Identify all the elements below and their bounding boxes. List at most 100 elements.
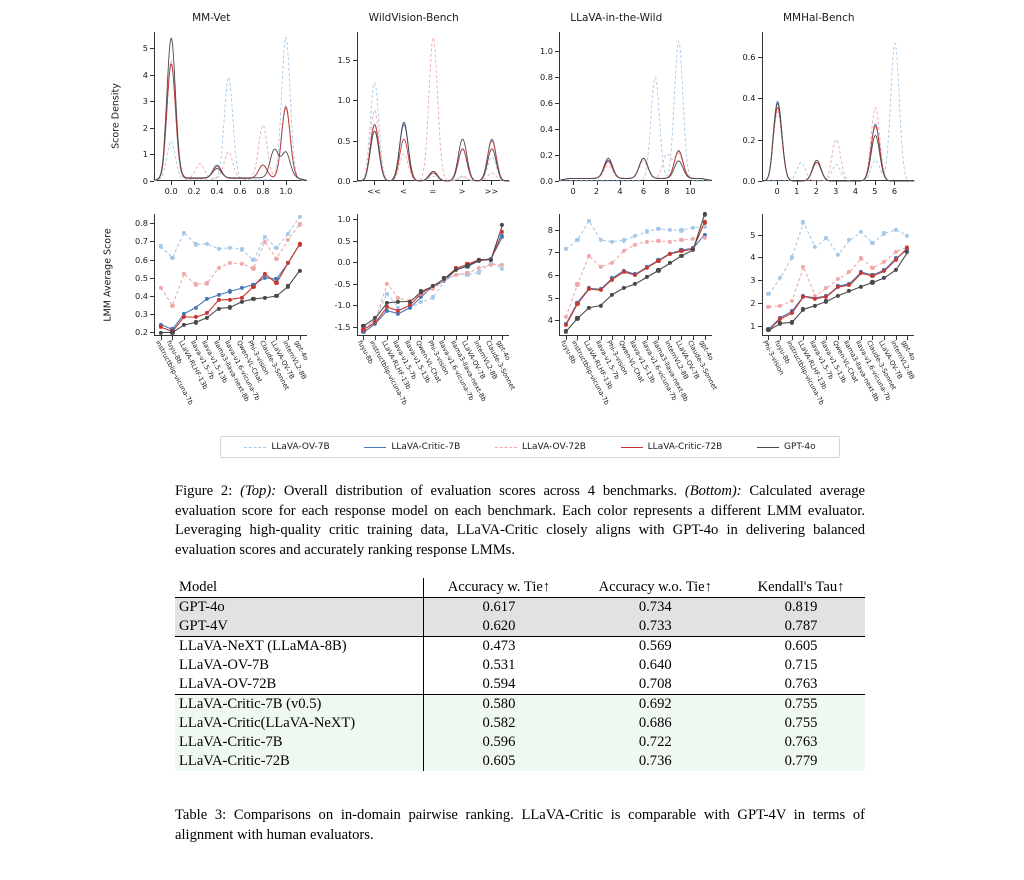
data-point-marker (586, 253, 592, 258)
y-tick (555, 103, 559, 105)
x-tick (623, 336, 625, 340)
data-point-marker (777, 321, 783, 326)
data-point-marker (274, 245, 279, 250)
data-point-marker (893, 249, 898, 254)
x-tick (669, 336, 671, 340)
data-point-marker (702, 220, 707, 225)
data-point-marker (251, 284, 256, 289)
data-point-marker (251, 258, 256, 263)
legend-item-llava-critic-7b[interactable]: LLaVA-Critic-7B (364, 442, 460, 452)
x-tick (768, 336, 770, 340)
data-point-marker (372, 315, 378, 321)
data-point-marker (297, 222, 302, 227)
legend-item-llava-ov-7b[interactable]: LLaVA-OV-7B (244, 442, 330, 452)
data-point-marker (407, 299, 412, 304)
legend-swatch-icon (364, 446, 387, 448)
y-tick (555, 275, 559, 276)
data-point-marker (904, 250, 910, 255)
y-tick (352, 240, 357, 242)
y-tick-label: 0.7 (134, 236, 148, 247)
x-tick-label: 1.0 (279, 186, 293, 196)
data-point-marker (453, 267, 458, 272)
data-point-marker (499, 262, 505, 267)
x-tick (171, 181, 173, 185)
cell-kendall-tau: 0.755 (737, 694, 865, 714)
data-point-marker (158, 322, 164, 327)
y-tick (555, 252, 559, 254)
plot-area: 0.2 0.3 0.4 0.5 0.6 0.7 0.8 instructblip-vicuna… (135, 214, 310, 406)
legend-item-llava-critic-72b[interactable]: LLaVA-Critic-72B (620, 442, 722, 452)
data-point-marker (870, 273, 875, 279)
density-line-llava-ov-72b (357, 38, 510, 181)
chart-title: LLaVA-in-the-Wild (570, 12, 663, 24)
data-point-marker (488, 260, 493, 265)
data-point-marker (777, 275, 783, 280)
x-tick (589, 336, 591, 340)
data-point-marker (789, 298, 794, 303)
x-tick (814, 336, 816, 340)
data-point-marker (193, 282, 198, 287)
y-axis-line (761, 32, 763, 181)
data-point-marker (193, 242, 198, 247)
data-point-marker (881, 268, 887, 274)
plot-area: 0.0 0.5 1.0 1.5 << < = > >> (337, 32, 510, 196)
x-tick (467, 336, 469, 340)
density-line-gpt-4o (357, 122, 510, 181)
table-row: LLaVA-Critic-7B 0.596 0.722 0.763 (175, 733, 865, 752)
x-tick (462, 181, 464, 185)
y-tick-label: 0.6 (134, 254, 148, 265)
data-point-marker (407, 305, 412, 310)
legend-item-llava-ov-72b[interactable]: LLaVA-OV-72B (494, 442, 586, 452)
data-point-marker (621, 269, 626, 275)
y-tick (150, 277, 154, 279)
data-point-marker (656, 239, 661, 244)
chart-title: WildVision-Bench (368, 12, 459, 24)
x-axis-line (761, 180, 914, 181)
cell-model: GPT-4V (175, 617, 424, 637)
y-tick-label: 2 (750, 297, 756, 308)
cell-kendall-tau: 0.763 (784, 676, 818, 692)
data-point-marker (262, 239, 267, 244)
data-point-marker (644, 265, 649, 270)
y-tick-label: 8 (547, 224, 553, 235)
data-point-marker (251, 266, 256, 271)
data-point-marker (800, 294, 806, 299)
y-tick (150, 223, 154, 225)
data-point-marker (228, 245, 233, 250)
data-point-marker (644, 275, 649, 280)
density-curves (357, 32, 510, 181)
data-point-marker (499, 266, 505, 271)
y-tick-label: 3 (750, 275, 756, 286)
legend-swatch-icon (494, 446, 517, 448)
data-point-marker (824, 235, 829, 241)
chart-panel-bottom-3: 4 5 6 7 8 fuyu-8b instructblip-vicuna-7b LLaVA-… (515, 210, 719, 406)
y-tick-label: 5 (750, 229, 756, 240)
x-axis-line (154, 180, 307, 181)
data-point-marker (679, 228, 684, 233)
data-point-marker (228, 289, 233, 294)
x-tick (646, 336, 648, 340)
table-3-wrapper: Model Accuracy w. Tie↑ Accuracy w.o. Tie… (175, 578, 865, 771)
x-tick (874, 181, 876, 185)
data-point-marker (297, 268, 302, 273)
legend-item-gpt-4o[interactable]: GPT-4o (757, 442, 816, 452)
legend-label: LLaVA-OV-7B (271, 442, 330, 452)
table-row: LLaVA-Critic-72B 0.605 0.736 0.779 (175, 752, 865, 771)
cell-kendall-tau: 0.787 (737, 617, 865, 637)
data-point-marker (297, 242, 302, 247)
data-point-marker (563, 247, 569, 252)
y-tick (757, 280, 762, 282)
data-point-marker (812, 244, 817, 250)
x-tick (796, 181, 798, 185)
data-point-marker (205, 281, 210, 286)
data-point-marker (847, 283, 852, 288)
data-point-marker (384, 281, 389, 287)
y-tick-label: 0.0 (337, 257, 351, 268)
data-point-marker (274, 256, 279, 261)
data-point-marker (181, 230, 187, 235)
data-point-marker (847, 238, 852, 243)
y-tick (555, 181, 559, 182)
data-point-marker (644, 229, 649, 234)
data-point-marker (800, 220, 806, 225)
average-score-lines (762, 214, 915, 336)
